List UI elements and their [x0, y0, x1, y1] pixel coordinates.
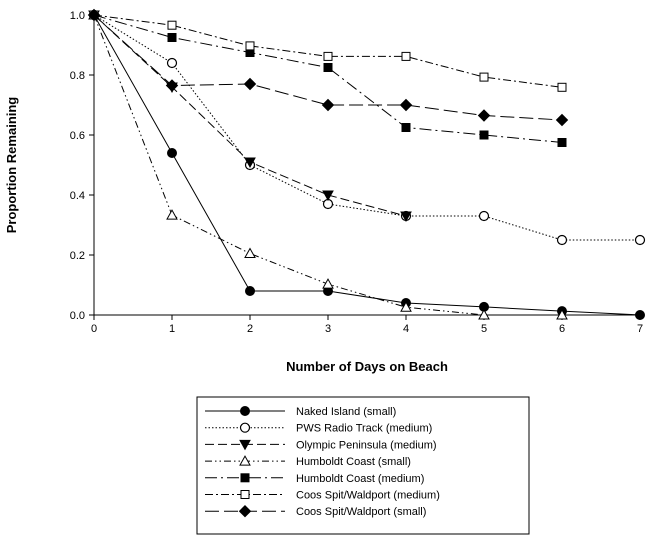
legend-marker — [240, 473, 250, 483]
x-tick-label: 2 — [247, 323, 253, 335]
data-point — [322, 190, 334, 202]
legend-marker — [240, 406, 250, 416]
data-point — [555, 113, 569, 127]
legend-item: Humboldt Coast (small) — [205, 455, 411, 468]
y-tick-label: 0.6 — [70, 130, 85, 142]
data-point — [399, 98, 413, 112]
data-point — [635, 310, 645, 320]
legend: Naked Island (small) PWS Radio Track (med… — [196, 396, 530, 535]
legend-marker — [239, 439, 251, 451]
data-point — [401, 51, 411, 61]
data-point — [167, 33, 177, 42]
series-1 — [88, 9, 646, 246]
y-tick-label: 0.0 — [70, 310, 85, 322]
data-point — [165, 79, 179, 92]
data-point — [166, 57, 178, 69]
x-tick-label: 4 — [403, 323, 409, 335]
y-tick-label: 1.0 — [70, 10, 85, 22]
data-point — [556, 308, 568, 320]
data-point — [322, 278, 334, 289]
legend-item: Humboldt Coast (medium) — [205, 473, 424, 485]
series-line — [93, 14, 563, 143]
legend-label: Humboldt Coast (medium) — [296, 473, 424, 485]
data-point — [166, 209, 178, 220]
data-point — [323, 51, 333, 61]
legend-label: Naked Island (small) — [296, 406, 396, 418]
y-tick-label: 0.8 — [70, 70, 85, 82]
data-point — [244, 157, 256, 169]
data-point — [245, 286, 255, 296]
legend-item: Naked Island (small) — [205, 406, 396, 418]
legend-item: Olympic Peninsula (medium) — [205, 439, 437, 451]
data-point — [243, 77, 257, 91]
series-6 — [87, 8, 569, 127]
data-point — [557, 82, 567, 92]
legend-marker — [239, 422, 251, 433]
legend-label: PWS Radio Track (medium) — [296, 423, 432, 435]
legend-item: Coos Spit/Waldport (small) — [205, 504, 426, 518]
data-point — [479, 72, 489, 82]
legend-marker — [240, 490, 250, 499]
legend-marker — [239, 455, 251, 466]
legend-item: Coos Spit/Waldport (medium) — [205, 490, 440, 502]
series-line — [93, 14, 640, 241]
data-point — [634, 234, 646, 246]
x-tick-label: 3 — [325, 323, 331, 335]
data-point — [400, 301, 412, 312]
series-lines — [87, 8, 646, 320]
legend-label: Coos Spit/Waldport (medium) — [296, 490, 440, 502]
data-point — [478, 210, 490, 222]
data-point — [321, 98, 335, 112]
x-tick-label: 1 — [169, 323, 175, 335]
data-point — [478, 308, 490, 320]
y-axis-title: Proportion Remaining — [4, 97, 19, 234]
legend-label: Coos Spit/Waldport (small) — [296, 506, 426, 518]
x-tick-label: 5 — [481, 323, 487, 335]
data-point — [167, 20, 177, 30]
y-tick-label: 0.2 — [70, 250, 85, 262]
data-point — [477, 109, 491, 122]
axes: 0 1 2 3 4 5 6 7 0.0 0.2 0.4 0.6 0.8 1.0 — [70, 10, 643, 335]
legend-item: PWS Radio Track (medium) — [205, 422, 432, 435]
x-tick-label: 0 — [91, 323, 97, 335]
data-point — [167, 148, 177, 158]
data-point — [87, 8, 101, 22]
legend-label: Humboldt Coast (small) — [296, 456, 411, 468]
data-point — [401, 123, 411, 132]
data-point — [323, 63, 333, 72]
data-point — [557, 138, 567, 147]
data-point — [479, 130, 489, 140]
data-point — [400, 211, 412, 223]
data-point — [245, 41, 255, 51]
x-tick-label: 7 — [637, 323, 643, 335]
series-line — [93, 14, 563, 88]
series-line — [93, 14, 641, 316]
data-point — [556, 234, 568, 246]
y-tick-label: 0.4 — [70, 190, 85, 202]
legend-label: Olympic Peninsula (medium) — [296, 439, 437, 451]
x-tick-label: 6 — [559, 323, 565, 335]
legend-marker — [238, 504, 252, 518]
data-point — [244, 247, 256, 258]
series-5 — [89, 10, 567, 92]
x-axis-title: Number of Days on Beach — [286, 359, 448, 374]
